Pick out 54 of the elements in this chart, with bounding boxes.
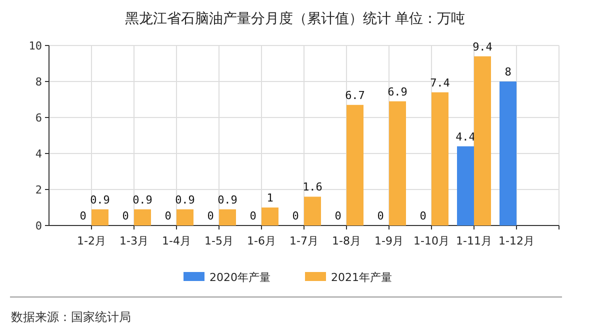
- y-tick-label: 2: [35, 184, 42, 196]
- bar: [474, 56, 491, 226]
- x-tick-label: 1-8月: [332, 234, 361, 248]
- data-label: 0: [80, 210, 86, 222]
- y-tick-label: 4: [35, 148, 42, 160]
- data-label: 1.6: [302, 180, 322, 194]
- bar: [262, 208, 278, 226]
- source-note: 数据来源：国家统计局: [11, 310, 131, 324]
- x-tick-label: 1-6月: [247, 234, 276, 248]
- x-tick-label: 1-4月: [162, 234, 191, 248]
- bar: [176, 209, 194, 226]
- data-label: 0.9: [218, 193, 238, 206]
- data-label: 9.4: [472, 40, 493, 54]
- data-label: 0.9: [175, 193, 195, 206]
- data-label: 0: [334, 210, 342, 222]
- y-tick-label: 6: [35, 112, 42, 124]
- data-label: 0: [292, 210, 299, 222]
- x-tick-label: 1-7月: [290, 234, 318, 248]
- bar: [500, 82, 516, 226]
- data-label: 4.4: [456, 130, 476, 144]
- y-tick-label: 8: [35, 76, 42, 88]
- y-tick-label: 0: [35, 220, 42, 232]
- x-tick-label: 1-9月: [374, 234, 404, 248]
- data-label: 8: [504, 66, 512, 78]
- x-tick-label: 1-12月: [498, 234, 534, 248]
- legend-label: 2021年产量: [331, 271, 392, 284]
- bar: [219, 209, 236, 226]
- x-tick-label: 1-10月: [414, 234, 450, 248]
- data-label: 0: [207, 210, 214, 222]
- data-label: 0: [420, 210, 426, 222]
- data-label: 0: [122, 210, 129, 222]
- bar: [432, 92, 448, 226]
- data-label: 0: [164, 210, 172, 222]
- bar: [389, 101, 406, 226]
- data-label: 0.9: [90, 193, 110, 206]
- data-label: 0.9: [132, 193, 152, 206]
- bar: [92, 209, 108, 226]
- chart-title: 黑龙江省石脑油产量分月度（累计值）统计 单位：万吨: [124, 11, 466, 27]
- x-tick-label: 1-11月: [456, 234, 492, 248]
- legend-label: 2020年产量: [210, 271, 270, 284]
- bar: [346, 104, 364, 226]
- x-tick-label: 1-5月: [204, 234, 234, 248]
- x-tick-label: 1-2月: [77, 234, 106, 248]
- y-tick-label: 10: [28, 40, 42, 52]
- data-label: 6.7: [345, 88, 365, 102]
- x-tick-label: 1-3月: [120, 234, 148, 248]
- data-label: 1: [266, 192, 274, 204]
- bar: [304, 196, 321, 226]
- bar: [134, 209, 151, 226]
- data-label: 7.4: [430, 76, 450, 90]
- data-label: 6.9: [388, 85, 408, 98]
- data-label: 0: [250, 210, 256, 222]
- data-label: 0: [377, 210, 384, 222]
- bar: [457, 146, 474, 226]
